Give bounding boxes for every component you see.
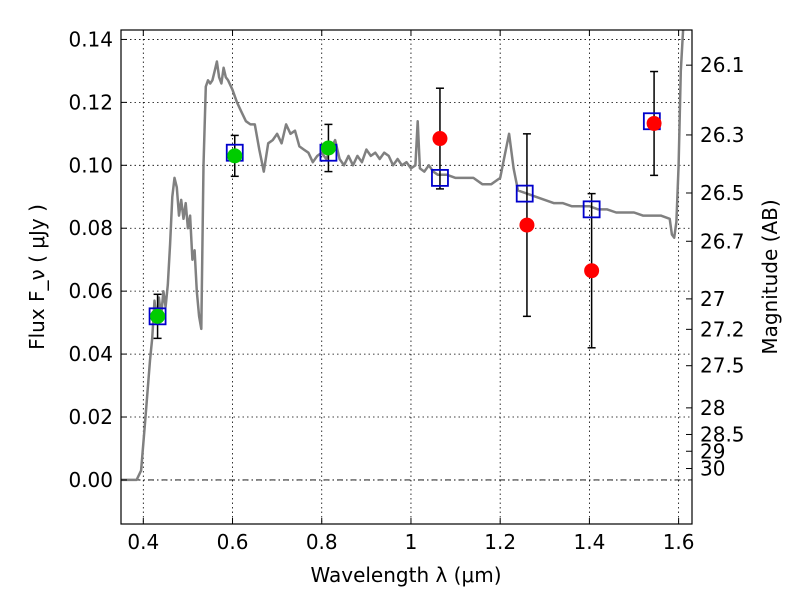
x-tick-label: 0.8 bbox=[306, 530, 338, 554]
data-point-marker bbox=[227, 148, 243, 164]
x-tick-label: 0.4 bbox=[127, 530, 159, 554]
model-square-marker bbox=[515, 184, 534, 203]
y-tick-label: 0.04 bbox=[68, 342, 113, 366]
data-point-marker bbox=[519, 217, 535, 233]
right-tick-label: 27.5 bbox=[700, 354, 745, 378]
x-tick-label: 0.6 bbox=[217, 530, 249, 554]
x-tick-label: 1.2 bbox=[484, 530, 516, 554]
data-point-marker bbox=[432, 131, 448, 147]
plot-frame bbox=[120, 29, 693, 525]
right-tick-label: 26.1 bbox=[700, 53, 745, 77]
right-tick-label: 26.5 bbox=[700, 181, 745, 205]
data-point-marker bbox=[646, 115, 662, 131]
model-spectrum-line bbox=[121, 29, 685, 482]
x-axis-ticks: 0.4 0.6 0.8 1 1.2 1.4 1.6 bbox=[127, 30, 695, 554]
y-tick-label: 0.00 bbox=[68, 468, 113, 492]
model-square-marker bbox=[431, 168, 449, 187]
right-tick-label: 28.5 bbox=[700, 422, 745, 446]
right-tick-label: 28 bbox=[700, 396, 725, 420]
right-tick-label: 26.7 bbox=[700, 229, 745, 253]
y-tick-label: 0.06 bbox=[68, 279, 113, 303]
x-tick-label: 1.6 bbox=[663, 530, 695, 554]
data-point-marker bbox=[320, 140, 336, 156]
grid bbox=[121, 30, 692, 524]
data-point-marker bbox=[150, 308, 166, 324]
right-tick-label: 26.3 bbox=[700, 123, 745, 147]
x-tick-label: 1.4 bbox=[573, 530, 605, 554]
right-tick-label: 30 bbox=[700, 457, 725, 481]
right-tick-label: 27.2 bbox=[700, 317, 745, 341]
x-axis-label: Wavelength λ (μm) bbox=[310, 563, 501, 587]
y-axis-ticks: 0.00 0.02 0.04 0.06 0.08 0.10 0.12 0.14 bbox=[68, 27, 127, 492]
y-tick-label: 0.14 bbox=[68, 27, 113, 51]
model-square-marker bbox=[148, 307, 167, 326]
y-tick-label: 0.08 bbox=[68, 216, 113, 240]
y-tick-label: 0.02 bbox=[68, 405, 113, 429]
x-tick-label: 1 bbox=[405, 530, 418, 554]
y-axis-label-left: Flux F_ν ( μJy ) bbox=[25, 204, 49, 350]
y-tick-label: 0.10 bbox=[68, 153, 113, 177]
data-point-marker bbox=[584, 263, 600, 279]
y-axis-label-right: Magnitude (AB) bbox=[758, 199, 782, 354]
model-square-marker bbox=[582, 200, 601, 219]
y-tick-label: 0.12 bbox=[68, 90, 113, 114]
series bbox=[121, 29, 685, 482]
right-tick-label: 29 bbox=[700, 439, 725, 463]
right-tick-label: 27 bbox=[700, 287, 725, 311]
